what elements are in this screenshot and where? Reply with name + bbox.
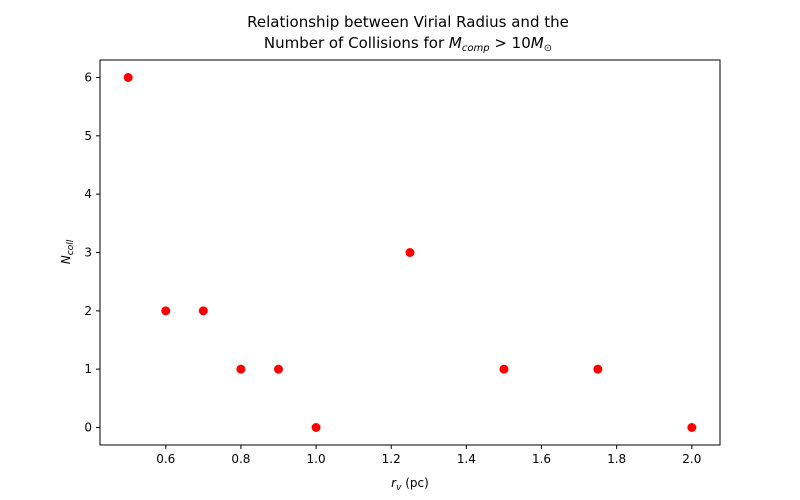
axes-frame xyxy=(99,59,721,446)
x-tick-label: 0.8 xyxy=(231,452,250,466)
x-tick-label: 0.6 xyxy=(156,452,175,466)
x-axis-label: rv (pc) xyxy=(391,476,429,493)
y-tick-label: 4 xyxy=(84,187,92,201)
data-point xyxy=(161,306,171,316)
data-point xyxy=(198,306,208,316)
x-tick-label: 1.4 xyxy=(457,452,476,466)
y-tick-label: 1 xyxy=(84,362,92,376)
y-tick-label: 6 xyxy=(84,71,92,85)
y-tick-label: 2 xyxy=(84,304,92,318)
title-math-sun-sub: ⊙ xyxy=(544,43,552,54)
data-point xyxy=(499,364,509,374)
chart-title: Relationship between Virial Radius and t… xyxy=(247,13,569,54)
data-point xyxy=(236,364,246,374)
y-axis-label: Ncoll xyxy=(59,239,76,264)
y-axis-label-main: N xyxy=(59,255,73,264)
title-math-mid: > 10 xyxy=(490,34,531,52)
data-point xyxy=(593,364,603,374)
title-math-sun: M xyxy=(531,34,544,52)
plot-area: 0.6 0.8 1.0 1.2 1.4 1.6 1.8 2.0 0 1 2 3 4 5 6 xyxy=(84,71,701,467)
y-tick-label: 3 xyxy=(84,246,92,260)
y-tick-label: 5 xyxy=(84,129,92,143)
title-math-sub: comp xyxy=(462,43,490,54)
data-point xyxy=(123,73,133,82)
data-point xyxy=(311,423,321,432)
data-point xyxy=(687,423,697,432)
chart-title-line2: Number of Collisions for Mcomp > 10M⊙ xyxy=(264,34,552,54)
x-axis-label-unit: (pc) xyxy=(401,476,428,490)
x-tick-label: 2.0 xyxy=(682,452,701,466)
x-tick-label: 1.8 xyxy=(607,452,626,466)
x-tick-label: 1.2 xyxy=(382,452,401,466)
data-point xyxy=(273,364,283,374)
x-tick-label: 1.0 xyxy=(307,452,326,466)
x-tick-label: 1.6 xyxy=(532,452,551,466)
y-tick-label: 0 xyxy=(84,421,92,435)
data-point xyxy=(405,248,415,257)
title-math-m: M xyxy=(449,34,462,52)
chart-title-line2-prefix: Number of Collisions for xyxy=(264,34,449,52)
y-axis-label-sub: coll xyxy=(66,239,76,255)
x-axis-label-sub: v xyxy=(396,483,402,493)
chart-title-line1: Relationship between Virial Radius and t… xyxy=(247,13,569,31)
x-axis-label-main: r xyxy=(391,476,397,490)
